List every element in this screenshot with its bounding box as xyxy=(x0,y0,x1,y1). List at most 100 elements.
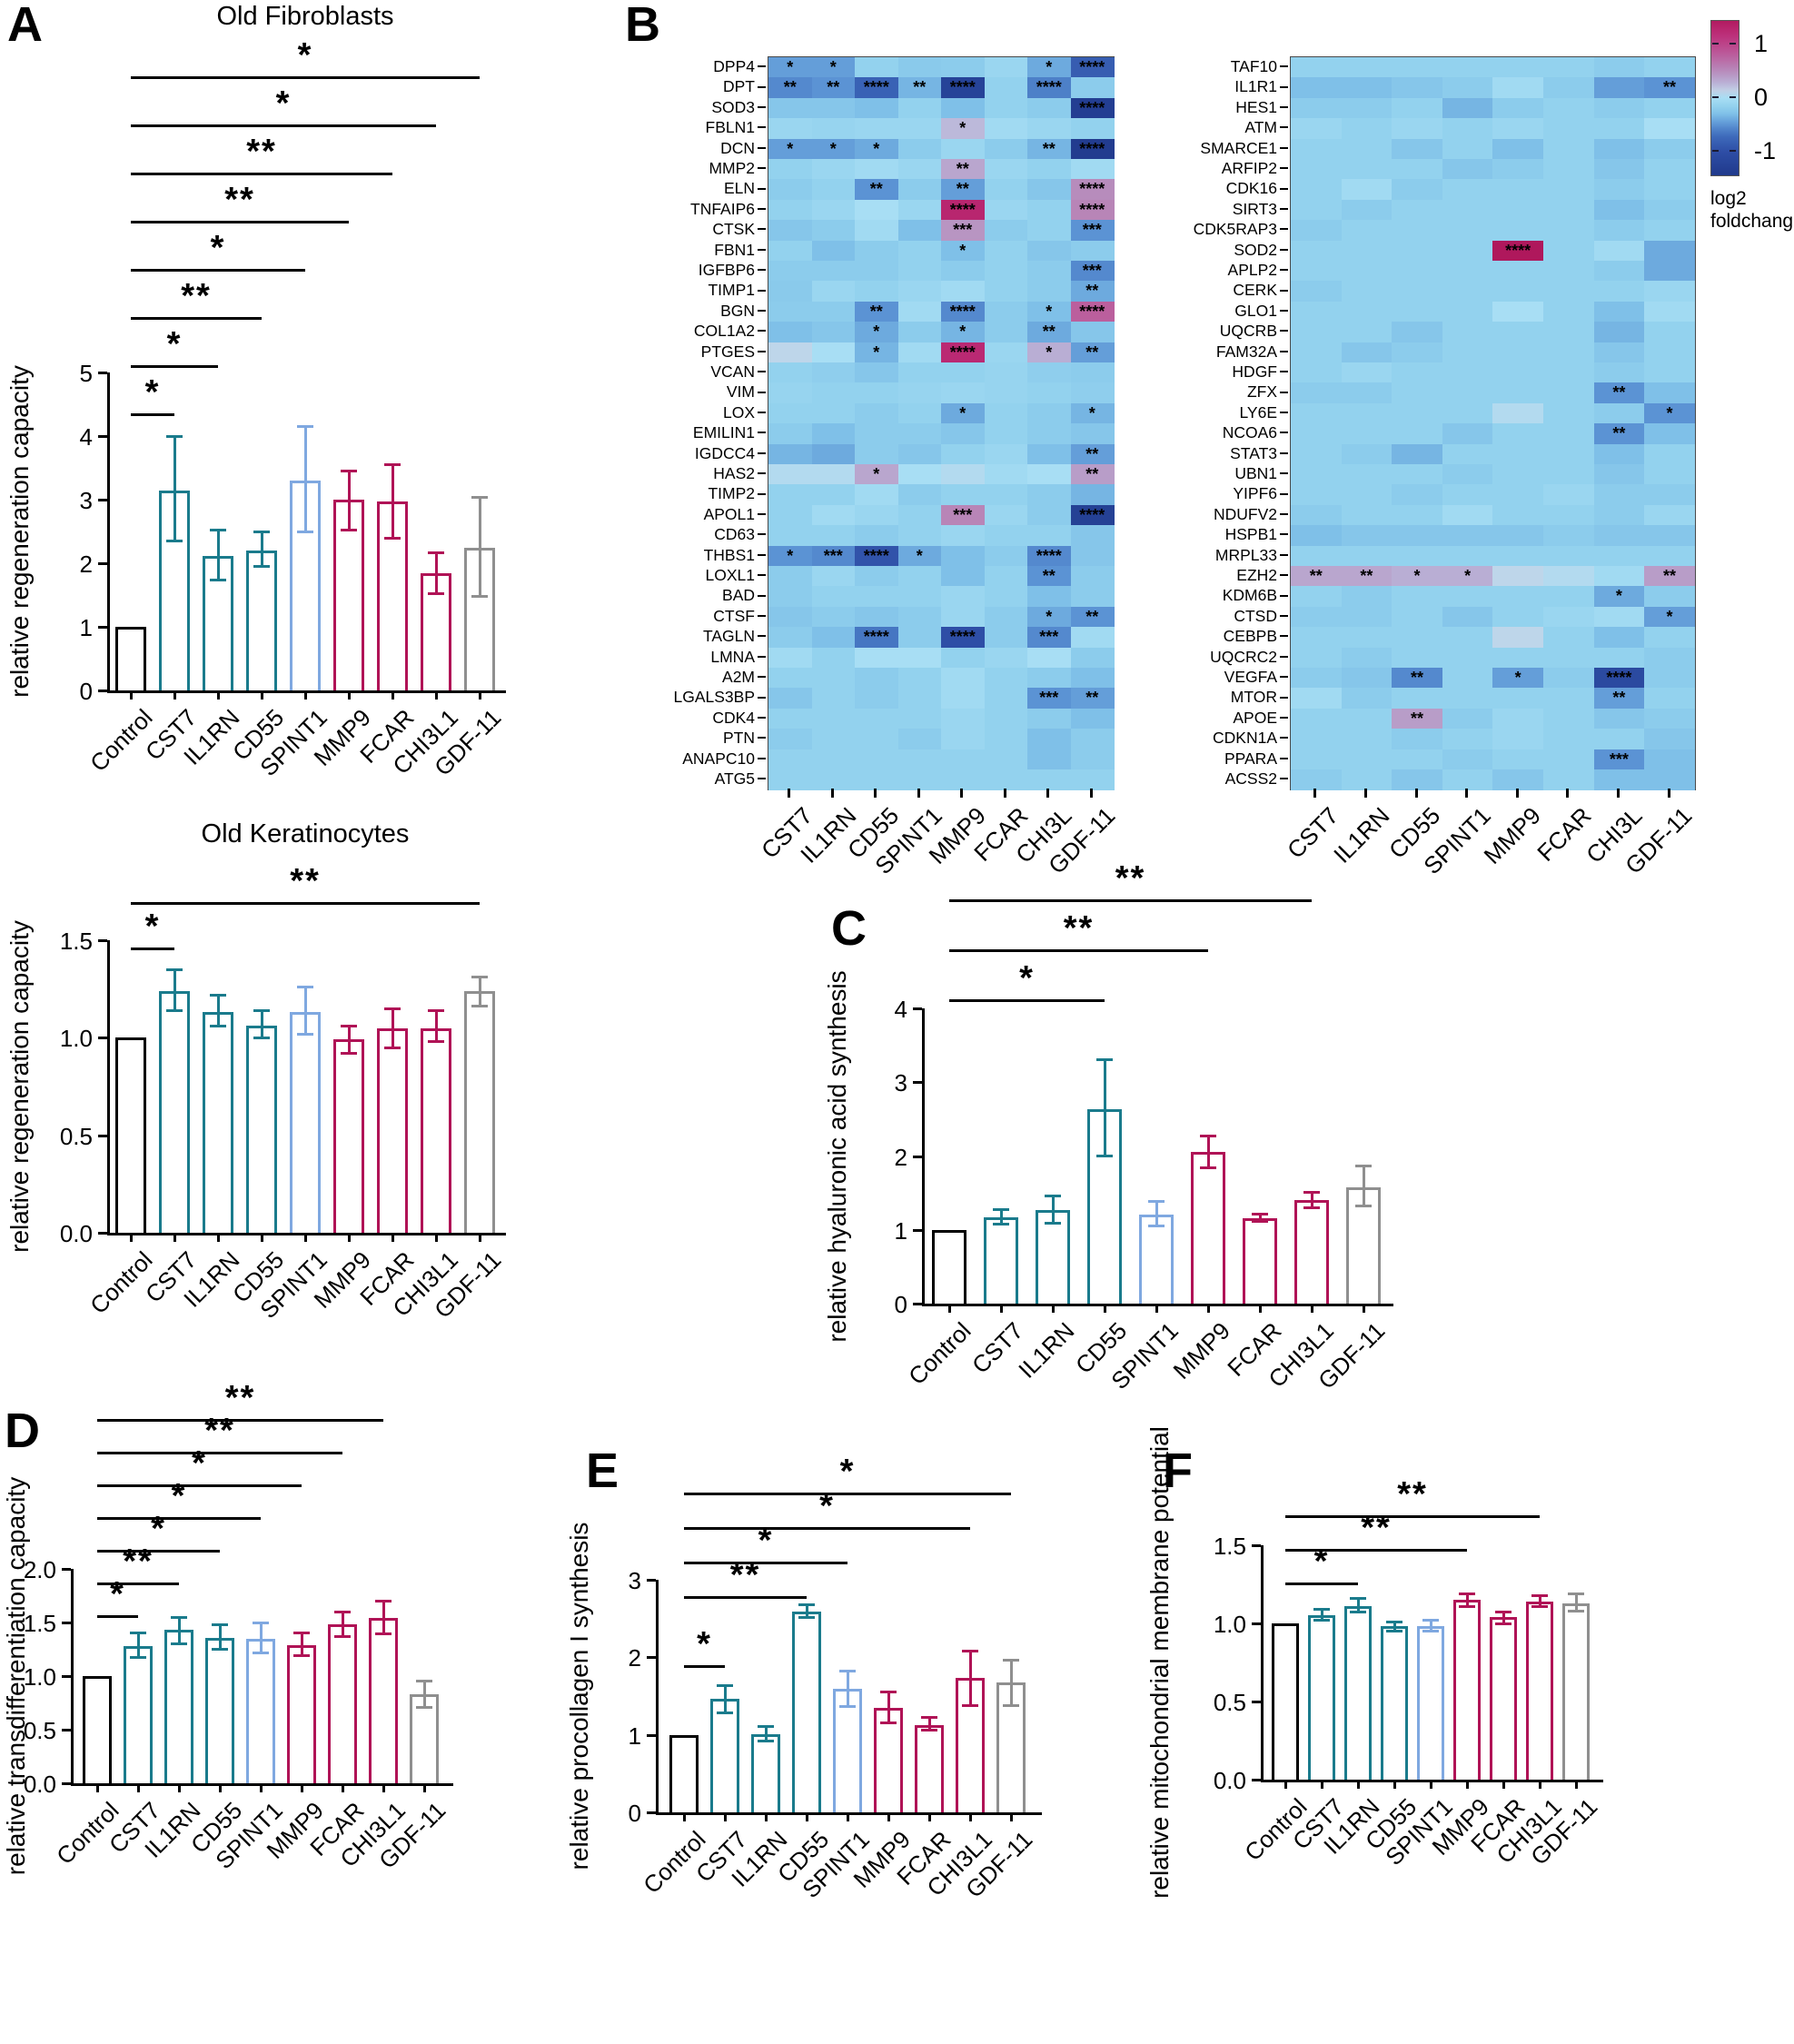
cell-BAD-FCAR xyxy=(984,586,1028,608)
cell-MRPL33-IL1RN xyxy=(1341,545,1393,567)
chart-title: Old Keratinocytes xyxy=(201,819,410,848)
sig-stars-GDF-11: * xyxy=(297,36,313,74)
stars-KDM6B-CHI3L: * xyxy=(1615,587,1622,606)
gene-tick-UQCRB xyxy=(1280,330,1288,332)
stars-APOL1-MMP9: *** xyxy=(953,505,973,524)
bar-SPINT1 xyxy=(833,1689,862,1812)
stars-DPT-CHI3L: **** xyxy=(1036,78,1062,97)
cell-CD63-GDF-11 xyxy=(1070,525,1115,547)
cell-TIMP2-CD55 xyxy=(855,484,898,506)
cell-SOD2-FCAR xyxy=(1543,240,1595,262)
cell-TNFAIP6-SPINT1 xyxy=(897,199,942,221)
stars-DCN-CHI3L: ** xyxy=(1042,139,1056,158)
cell-NDUFV2-CHI3L xyxy=(1593,504,1645,526)
cell-DCN-MMP9 xyxy=(941,138,985,160)
cell-IGFBP6-SPINT1 xyxy=(897,261,942,282)
cell-CDK4-FCAR xyxy=(984,708,1028,729)
gene-label-TNFAIP6: TNFAIP6 xyxy=(690,199,755,218)
error-cap-IL1RN xyxy=(171,1642,187,1646)
gene-label-HDGF: HDGF xyxy=(1232,362,1277,381)
gene-tick-DCN xyxy=(758,146,766,149)
stars-THBS1-CHI3L: **** xyxy=(1036,546,1062,565)
cell-CERK-FCAR xyxy=(1543,281,1595,303)
cell-MMP2-FCAR xyxy=(984,159,1028,180)
cell-TNFAIP6-GDF-11 xyxy=(1070,199,1115,221)
cell-HSPB1-SPINT1 xyxy=(1442,525,1493,547)
cell-VEGFA-GDF-11 xyxy=(1644,668,1696,689)
gene-tick-PPARA xyxy=(1280,757,1288,759)
cell-UQCRC2-CD55 xyxy=(1392,647,1443,669)
cell-EZH2-MMP9 xyxy=(1492,566,1544,587)
gene-tick-CDK5RAP3 xyxy=(1280,228,1288,231)
cell-THBS1-IL1RN xyxy=(811,545,856,567)
gene-label-KDM6B: KDM6B xyxy=(1222,586,1277,605)
cell-SOD2-IL1RN xyxy=(1341,240,1393,262)
sig-stars-CHI3L1: ** xyxy=(1397,1475,1428,1513)
cell-UQCRB-SPINT1 xyxy=(1442,322,1493,343)
colorbar-tick-1 xyxy=(1712,43,1719,45)
bar-SPINT1 xyxy=(1417,1626,1444,1780)
cell-TNFAIP6-FCAR xyxy=(984,199,1028,221)
gene-label-LMNA: LMNA xyxy=(710,647,755,666)
cell-STAT3-CHI3L xyxy=(1593,443,1645,465)
error-cap-GDF-11 xyxy=(1568,1609,1584,1612)
gene-tick-KDM6B xyxy=(1280,594,1288,597)
cell-SMARCE1-IL1RN xyxy=(1341,138,1393,160)
cell-BAD-IL1RN xyxy=(811,586,856,608)
cell-CDK4-CST7 xyxy=(768,708,812,729)
cell-APLP2-IL1RN xyxy=(1341,261,1393,282)
cell-YIPF6-CD55 xyxy=(1392,484,1443,506)
cell-CTSD-CD55 xyxy=(1392,606,1443,628)
cell-ACSS2-CD55 xyxy=(1392,769,1443,790)
cell-FAM32A-MMP9 xyxy=(1492,342,1544,363)
cell-A2M-CST7 xyxy=(768,668,812,689)
sig-stars-CST7: * xyxy=(110,1575,125,1613)
cell-TIMP1-FCAR xyxy=(984,281,1028,303)
cell-HSPB1-FCAR xyxy=(1543,525,1595,547)
cell-FBN1-MMP9 xyxy=(941,240,985,262)
x-tick xyxy=(1258,1304,1262,1313)
gene-label-TAF10: TAF10 xyxy=(1230,57,1277,75)
gene-label-SMARCE1: SMARCE1 xyxy=(1200,138,1277,157)
y-tick xyxy=(1252,1544,1261,1547)
cell-THBS1-FCAR xyxy=(984,545,1028,567)
bar-SPINT1 xyxy=(246,1638,275,1783)
error-cap-MMP9 xyxy=(293,1654,310,1658)
gene-tick-MRPL33 xyxy=(1280,553,1288,556)
y-axis-label: relative regeneration capacity xyxy=(5,920,34,1253)
cell-UBN1-FCAR xyxy=(1543,464,1595,485)
bar-CST7 xyxy=(710,1699,739,1812)
cell-HSPB1-CHI3L xyxy=(1593,525,1645,547)
x-tick xyxy=(1538,1780,1541,1789)
error-bar-FCAR xyxy=(341,1612,344,1637)
y-tick-label: 1.0 xyxy=(23,1663,56,1691)
x-tick xyxy=(1051,1304,1055,1313)
col-label-MMP9: MMP9 xyxy=(1478,801,1547,870)
cell-TIMP2-MMP9 xyxy=(941,484,985,506)
cell-TAF10-MMP9 xyxy=(1492,57,1544,78)
cell-BGN-SPINT1 xyxy=(897,301,942,322)
stars-CTSF-GDF-11: ** xyxy=(1085,607,1099,626)
cell-CDK5RAP3-IL1RN xyxy=(1341,220,1393,242)
cell-GLO1-CHI3L xyxy=(1593,301,1645,322)
cell-IGDCC4-CD55 xyxy=(855,443,898,465)
gene-tick-ELN xyxy=(758,187,766,190)
cell-FAM32A-FCAR xyxy=(1543,342,1595,363)
cell-FBN1-CD55 xyxy=(855,240,898,262)
y-tick xyxy=(647,1811,656,1814)
col-tick-MMP9 xyxy=(960,789,964,799)
sig-stars-CST7: * xyxy=(144,373,161,412)
cell-LY6E-FCAR xyxy=(1543,402,1595,424)
error-cap-IL1RN xyxy=(210,1024,226,1027)
cell-VEGFA-SPINT1 xyxy=(1442,668,1493,689)
cell-UQCRB-CST7 xyxy=(1291,322,1343,343)
cell-SMARCE1-CD55 xyxy=(1392,138,1443,160)
heatmap-keratinocyte-genes: ** **** ** * ** ** ** * * ** * * ** * **** ** ** *** TAF10… xyxy=(1194,56,1698,880)
sig-line-IL1RN xyxy=(131,365,218,368)
error-cap-FCAR xyxy=(384,536,401,540)
gene-tick-NDUFV2 xyxy=(1280,513,1288,515)
cell-APOL1-SPINT1 xyxy=(897,504,942,526)
stars-ZFX-CHI3L: ** xyxy=(1612,383,1626,402)
error-cap-CST7 xyxy=(130,1656,146,1660)
error-bar-CHI3L1 xyxy=(1310,1192,1313,1208)
